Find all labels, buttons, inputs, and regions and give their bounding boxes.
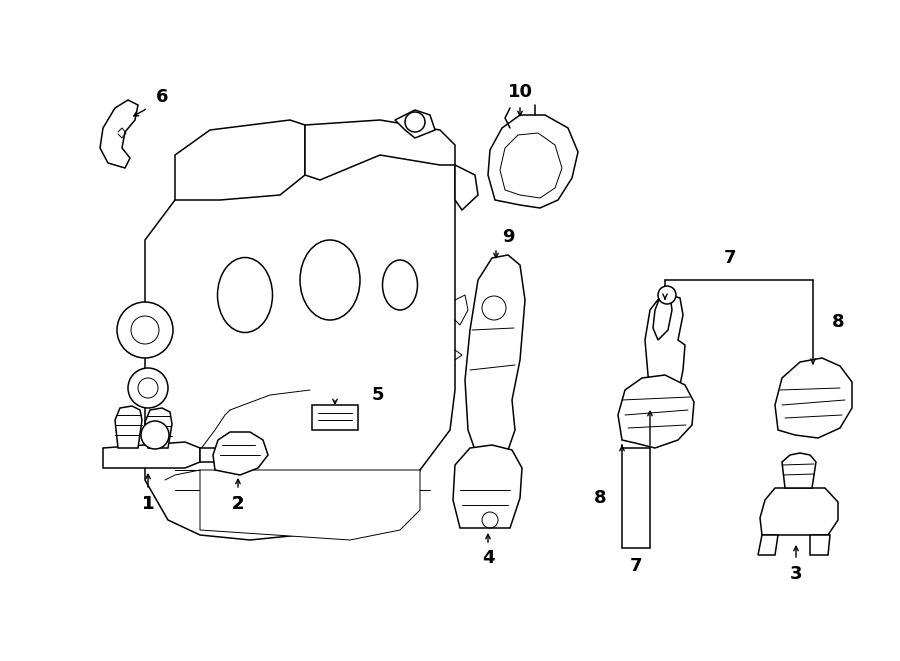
Polygon shape bbox=[618, 375, 694, 448]
Text: 1: 1 bbox=[142, 495, 154, 513]
Text: 2: 2 bbox=[232, 495, 244, 513]
Text: 1: 1 bbox=[142, 495, 154, 513]
Polygon shape bbox=[455, 165, 478, 210]
Text: 8: 8 bbox=[832, 313, 844, 331]
Text: 7: 7 bbox=[724, 249, 736, 267]
Text: 7: 7 bbox=[630, 557, 643, 575]
Circle shape bbox=[405, 112, 425, 132]
Polygon shape bbox=[395, 110, 435, 138]
Circle shape bbox=[128, 368, 168, 408]
Polygon shape bbox=[200, 470, 420, 540]
Text: 8: 8 bbox=[594, 489, 607, 507]
Polygon shape bbox=[500, 133, 562, 198]
Polygon shape bbox=[100, 100, 138, 168]
Polygon shape bbox=[488, 115, 578, 208]
Text: 9: 9 bbox=[502, 228, 514, 246]
Polygon shape bbox=[453, 445, 522, 528]
Text: 4: 4 bbox=[482, 549, 494, 567]
Text: 10: 10 bbox=[508, 83, 533, 101]
Polygon shape bbox=[145, 150, 455, 540]
Polygon shape bbox=[782, 453, 816, 488]
Polygon shape bbox=[758, 535, 778, 555]
Circle shape bbox=[141, 421, 169, 449]
Polygon shape bbox=[145, 408, 172, 448]
Polygon shape bbox=[775, 358, 852, 438]
Polygon shape bbox=[103, 442, 200, 468]
Polygon shape bbox=[200, 448, 228, 462]
Polygon shape bbox=[115, 406, 142, 448]
Polygon shape bbox=[465, 255, 525, 450]
Text: 3: 3 bbox=[790, 565, 802, 583]
Polygon shape bbox=[312, 405, 358, 430]
Polygon shape bbox=[810, 535, 830, 555]
Polygon shape bbox=[305, 120, 455, 180]
Polygon shape bbox=[175, 120, 305, 200]
Text: 5: 5 bbox=[372, 386, 384, 404]
Text: 2: 2 bbox=[232, 495, 244, 513]
Text: 6: 6 bbox=[156, 88, 168, 106]
Polygon shape bbox=[645, 295, 685, 407]
Polygon shape bbox=[760, 488, 838, 535]
Polygon shape bbox=[213, 432, 268, 475]
Circle shape bbox=[117, 302, 173, 358]
Circle shape bbox=[658, 286, 676, 304]
